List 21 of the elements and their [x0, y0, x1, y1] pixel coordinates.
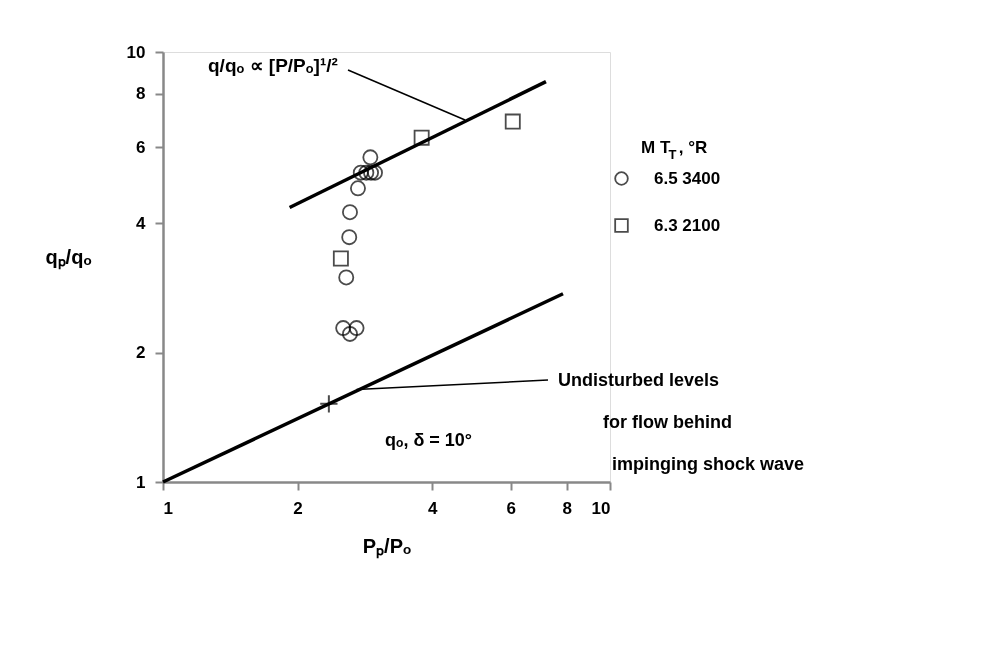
legend-label: 6.3 2100 — [654, 215, 721, 235]
x-tick-label: 10 — [591, 498, 611, 518]
y-tick-label: 4 — [136, 213, 147, 233]
y-tick-label: 8 — [136, 84, 146, 104]
annotation: for flow behind — [603, 412, 732, 432]
x-tick-label: 4 — [427, 498, 438, 518]
y-tick-label: 2 — [136, 343, 146, 363]
x-axis-title: Pₚ/Pₒ — [362, 534, 412, 559]
legend-label: 6.5 3400 — [654, 168, 721, 188]
x-tick-label: 8 — [562, 498, 572, 518]
x-tick-label: 6 — [506, 498, 517, 518]
annotation: Undisturbed levels — [558, 370, 720, 390]
x-tick-label: 1 — [163, 498, 173, 518]
y-tick-label: 1 — [136, 472, 146, 492]
y-axis-title: qₚ/qₒ — [45, 245, 92, 270]
y-tick-label: 6 — [136, 137, 146, 157]
text: impinging shock wave — [612, 454, 805, 474]
annotation: qₒ, δ = 10° — [385, 430, 473, 450]
x-tick-label: 2 — [293, 498, 303, 518]
y-tick-label: 10 — [126, 42, 146, 62]
annotation: q/qₒ ∝ [P/Pₒ]¹/² — [208, 55, 338, 76]
